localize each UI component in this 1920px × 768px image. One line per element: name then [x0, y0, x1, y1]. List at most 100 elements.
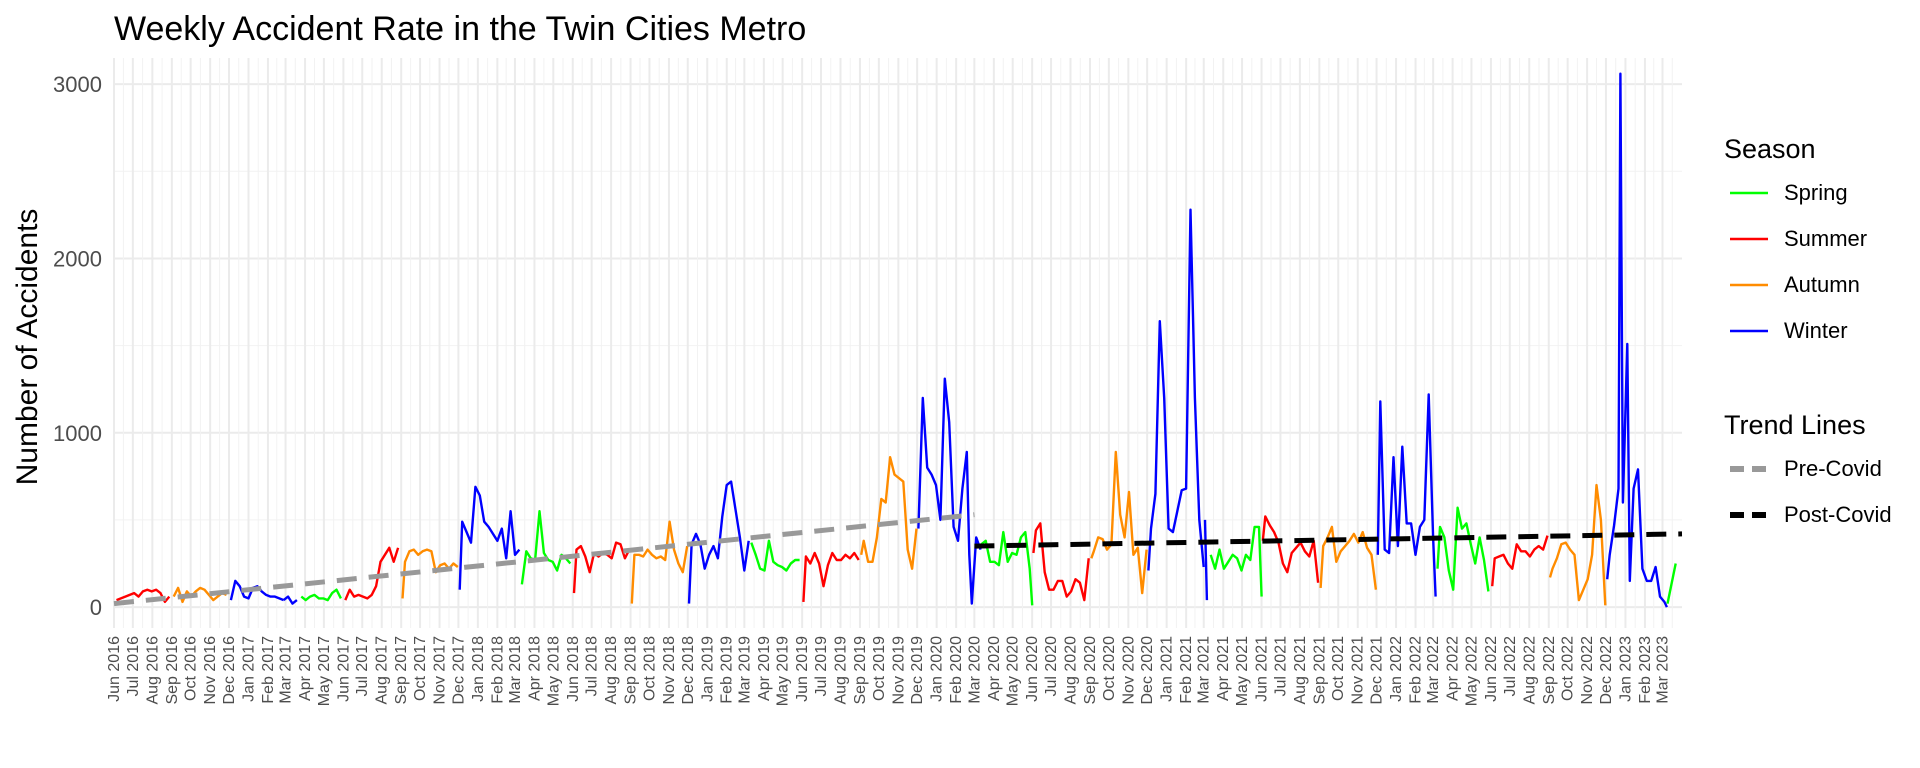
legend-entry-spring: Spring [1784, 180, 1848, 205]
x-tick-label: May 2020 [1005, 636, 1022, 706]
x-tick-label: Nov 2019 [890, 636, 907, 705]
x-tick-label: Mar 2019 [736, 636, 753, 704]
x-tick-label: Oct 2016 [183, 636, 200, 701]
x-tick-label: Jan 2017 [240, 636, 257, 702]
x-tick-label: Apr 2021 [1215, 636, 1232, 701]
series-line-winter [917, 377, 982, 605]
x-tick-label: Sep 2022 [1541, 636, 1558, 705]
x-tick-label: Mar 2017 [278, 636, 295, 704]
x-tick-label: Jun 2021 [1254, 636, 1271, 702]
x-tick-label: Sep 2017 [393, 636, 410, 705]
x-tick-label: Apr 2017 [297, 636, 314, 701]
series-line-winter [1203, 519, 1209, 601]
x-tick-label: Jan 2023 [1617, 636, 1634, 702]
x-tick-label: Jul 2021 [1272, 636, 1289, 697]
y-tick-label: 0 [90, 595, 102, 620]
trend-line-post-covid [974, 531, 1683, 549]
x-tick-label: Jun 2019 [794, 636, 811, 702]
series-line-summer [1491, 535, 1549, 587]
x-tick-label: May 2017 [316, 636, 333, 706]
x-tick-label: Nov 2022 [1579, 636, 1596, 705]
x-tick-label: Mar 2020 [966, 636, 983, 704]
x-tick-label: Sep 2019 [852, 636, 869, 705]
legend-entry-summer: Summer [1784, 226, 1867, 251]
x-tick-label: Nov 2017 [432, 636, 449, 705]
series-line-summer [1261, 515, 1320, 583]
x-tick-label: Sep 2016 [164, 636, 181, 705]
x-tick-label: Apr 2018 [526, 636, 543, 701]
x-tick-label: Dec 2017 [450, 636, 467, 705]
chart-title: Weekly Accident Rate in the Twin Cities … [114, 10, 806, 48]
x-tick-label: Aug 2021 [1292, 636, 1309, 705]
series-line-autumn [172, 586, 227, 604]
x-tick-label: Oct 2022 [1560, 636, 1577, 701]
x-tick-label: Mar 2023 [1655, 636, 1672, 704]
x-tick-label: Feb 2019 [719, 636, 736, 704]
x-tick-label: Jun 2018 [565, 636, 582, 702]
x-tick-label: Feb 2018 [489, 636, 506, 704]
x-tick-label: Oct 2019 [871, 636, 888, 701]
series-line-autumn [1319, 525, 1378, 590]
legend-title: Trend Lines [1724, 410, 1866, 440]
legend-entry-pre-covid: Pre-Covid [1784, 456, 1882, 481]
series-line-summer [116, 588, 171, 604]
series-line-winter [458, 485, 521, 590]
x-tick-label: Dec 2022 [1598, 636, 1615, 705]
x-tick-label: Jan 2018 [470, 636, 487, 702]
x-tick-label: Sep 2021 [1311, 636, 1328, 705]
x-tick-label: Aug 2016 [144, 636, 161, 705]
x-tick-label: Aug 2017 [374, 636, 391, 705]
series-line-winter [229, 579, 285, 602]
x-tick-label: Mar 2018 [507, 636, 524, 704]
series-line-winter [1147, 208, 1205, 571]
x-tick-label: Dec 2021 [1369, 636, 1386, 705]
series-line-autumn [1548, 483, 1607, 606]
x-tick-label: Sep 2020 [1082, 636, 1099, 705]
x-tick-label: Nov 2018 [661, 636, 678, 705]
x-tick-label: Jun 2017 [335, 636, 352, 702]
x-tick-label: May 2022 [1463, 636, 1480, 706]
grid-lines [113, 58, 1682, 628]
x-tick-label: Jun 2022 [1483, 636, 1500, 702]
x-tick-label: Jul 2019 [813, 636, 830, 697]
x-tick-label: Aug 2019 [832, 636, 849, 705]
trend-line-pre-covid [113, 512, 975, 607]
x-tick-label: Mar 2022 [1425, 636, 1442, 704]
x-tick-label: Jul 2016 [125, 636, 142, 697]
series-line-spring [1209, 525, 1263, 597]
x-tick-label: Feb 2021 [1178, 636, 1195, 704]
x-tick-label: Feb 2022 [1408, 636, 1425, 704]
series-line-spring [300, 588, 342, 602]
x-tick-label: Mar 2021 [1196, 636, 1213, 704]
series-line-summer [344, 546, 400, 601]
x-tick-label: Feb 2023 [1637, 636, 1654, 704]
series-line-spring [1436, 506, 1490, 592]
x-tick-label: Apr 2022 [1445, 636, 1462, 701]
series-line-spring [750, 539, 800, 572]
x-tick-label: Jun 2020 [1024, 636, 1041, 702]
series-line-winter [687, 480, 750, 604]
x-tick-label: Nov 2021 [1350, 636, 1367, 705]
x-tick-label: Jan 2020 [929, 636, 946, 702]
x-tick-label: Jul 2022 [1502, 636, 1519, 697]
x-tick-label: Oct 2017 [412, 636, 429, 701]
x-tick-label: Aug 2020 [1063, 636, 1080, 705]
x-tick-label: Apr 2019 [756, 636, 773, 701]
x-axis-ticks: Jun 2016 Jul 2016 Aug 2016 Sep 2016 Oct 2016… [106, 636, 1672, 706]
x-tick-label: May 2019 [775, 636, 792, 706]
x-tick-label: Dec 2018 [680, 636, 697, 705]
series-line-autumn [860, 456, 918, 570]
x-tick-label: Apr 2020 [986, 636, 1003, 701]
legend-title: Season [1724, 134, 1816, 164]
x-tick-label: May 2018 [545, 636, 562, 706]
series-line-winter [1376, 393, 1437, 597]
x-tick-label: Oct 2020 [1101, 636, 1118, 701]
y-tick-label: 1000 [53, 421, 102, 446]
series-line-spring [980, 530, 1034, 606]
series-line-winter [282, 595, 298, 605]
x-tick-label: Jan 2021 [1159, 636, 1176, 702]
x-tick-label: Nov 2020 [1120, 636, 1137, 705]
x-tick-label: May 2021 [1234, 636, 1251, 706]
x-tick-label: Dec 2020 [1139, 636, 1156, 705]
x-tick-label: Jul 2020 [1043, 636, 1060, 697]
